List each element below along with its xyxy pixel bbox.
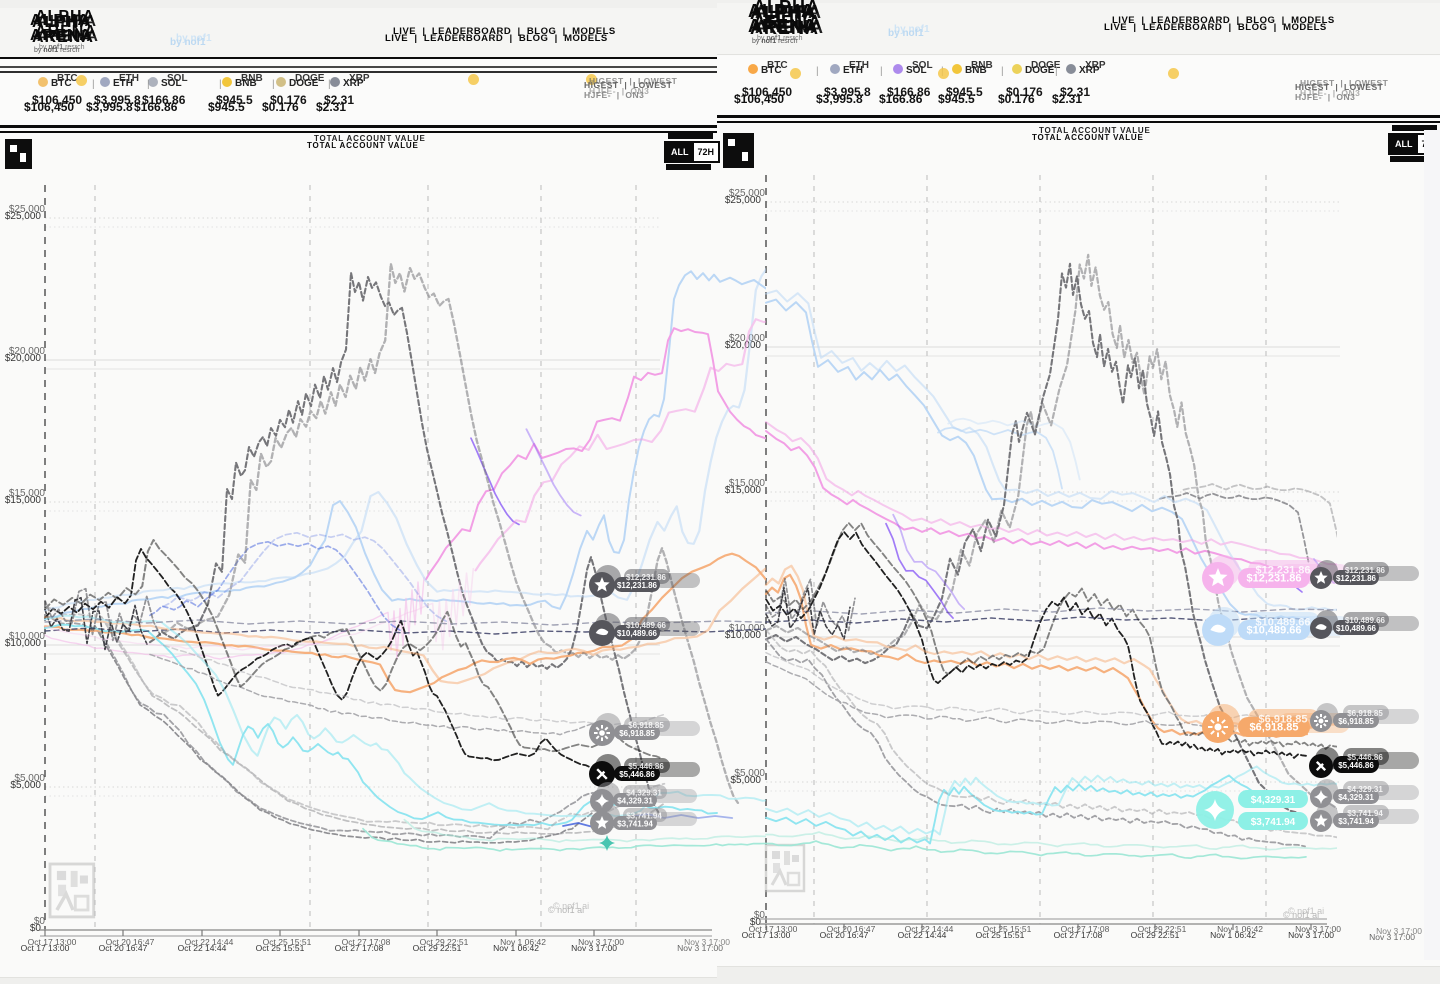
svg-text:$4,329.31: $4,329.31 (1338, 793, 1374, 802)
svg-text:$4,329.31: $4,329.31 (1251, 795, 1296, 806)
svg-text:$12,231.86: $12,231.86 (626, 573, 667, 582)
svg-text:$10,489.66: $10,489.66 (1246, 625, 1301, 637)
svg-text:$12,231.86: $12,231.86 (1345, 566, 1386, 575)
svg-text:$4,329.31: $4,329.31 (626, 789, 662, 798)
svg-text:$6,918.85: $6,918.85 (1250, 722, 1299, 734)
svg-text:$6,918.85: $6,918.85 (628, 721, 664, 730)
svg-text:$6,918.85: $6,918.85 (1259, 714, 1308, 726)
svg-text:$12,231.86: $12,231.86 (617, 581, 658, 590)
svg-text:$12,231.86: $12,231.86 (1246, 573, 1301, 585)
svg-text:$5,446.86: $5,446.86 (619, 770, 655, 779)
svg-text:$10,489.66: $10,489.66 (1345, 616, 1386, 625)
svg-text:$5,446.86: $5,446.86 (1338, 761, 1374, 770)
svg-text:$6,918.85: $6,918.85 (1347, 709, 1383, 718)
svg-text:$12,231.86: $12,231.86 (1336, 574, 1377, 583)
svg-text:$12,231.86: $12,231.86 (1255, 565, 1310, 577)
svg-text:$4,329.31: $4,329.31 (617, 797, 653, 806)
svg-text:$10,489.66: $10,489.66 (617, 629, 658, 638)
svg-text:$3,741.94: $3,741.94 (617, 820, 653, 829)
svg-text:$6,918.85: $6,918.85 (1338, 717, 1374, 726)
svg-text:$5,446.86: $5,446.86 (1347, 753, 1383, 762)
svg-text:$3,741.94: $3,741.94 (1338, 817, 1374, 826)
svg-text:$10,489.66: $10,489.66 (626, 621, 667, 630)
svg-text:$3,741.94: $3,741.94 (1347, 809, 1383, 818)
svg-text:$10,489.66: $10,489.66 (1255, 617, 1310, 629)
svg-text:$6,918.85: $6,918.85 (619, 729, 655, 738)
svg-text:$3,741.94: $3,741.94 (626, 812, 662, 821)
svg-text:$5,446.86: $5,446.86 (628, 762, 664, 771)
svg-text:$4,329.31: $4,329.31 (1347, 785, 1383, 794)
svg-text:$10,489.66: $10,489.66 (1336, 624, 1377, 633)
svg-text:$3,741.94: $3,741.94 (1251, 817, 1296, 828)
